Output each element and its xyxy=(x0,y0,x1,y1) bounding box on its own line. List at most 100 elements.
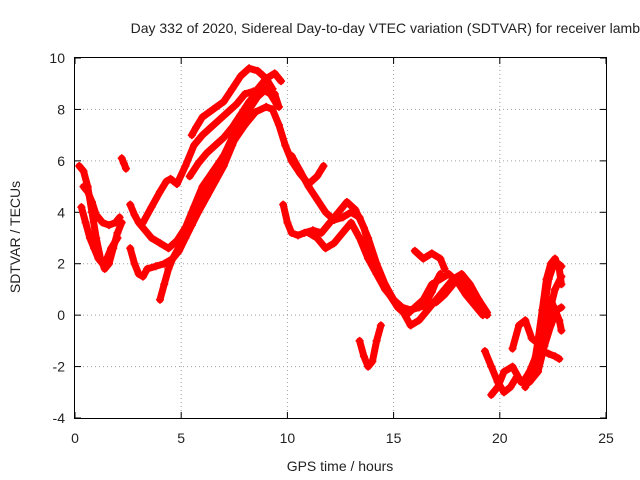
data-point-marker xyxy=(202,192,211,201)
data-point-marker xyxy=(138,218,147,227)
data-point-marker xyxy=(364,362,373,371)
data-point-marker xyxy=(130,259,139,268)
series-arc-p xyxy=(410,246,449,273)
data-point-marker xyxy=(372,270,381,278)
data-point-marker xyxy=(534,336,543,345)
series-arc-h xyxy=(155,69,286,304)
series-trace xyxy=(356,321,385,371)
data-point-marker xyxy=(211,141,220,150)
data-point-marker xyxy=(155,239,164,248)
series-arc-c xyxy=(79,182,124,230)
data-point-marker xyxy=(364,254,373,263)
data-point-marker xyxy=(202,149,211,158)
data-point-marker xyxy=(321,244,330,253)
data-point-marker xyxy=(143,264,152,273)
series-arc-r xyxy=(457,277,492,317)
x-tick-label: 10 xyxy=(280,430,296,446)
data-point-marker xyxy=(121,164,130,173)
data-point-marker xyxy=(274,120,283,129)
data-point-marker xyxy=(228,141,237,150)
data-point-marker xyxy=(141,226,150,235)
data-point-marker xyxy=(187,131,196,140)
data-point-marker xyxy=(104,221,113,230)
data-point-marker xyxy=(245,97,254,106)
data-point-marker xyxy=(262,102,271,111)
data-point-marker xyxy=(406,306,415,314)
data-point-marker xyxy=(79,182,88,191)
data-point-marker xyxy=(206,123,215,132)
data-point-marker xyxy=(236,72,245,80)
data-point-marker xyxy=(551,352,560,361)
data-point-marker xyxy=(134,270,143,278)
data-point-marker xyxy=(525,372,534,381)
data-point-marker xyxy=(83,187,92,196)
data-point-marker xyxy=(168,254,177,263)
data-point-marker xyxy=(185,172,194,181)
data-point-marker xyxy=(126,200,135,209)
data-point-marker xyxy=(175,246,184,255)
data-point-marker xyxy=(77,203,86,212)
data-point-marker xyxy=(427,249,436,258)
data-point-marker xyxy=(330,239,339,248)
data-point-marker xyxy=(281,141,290,150)
y-tick-label: 8 xyxy=(57,101,65,117)
data-point-marker xyxy=(529,362,538,371)
data-point-marker xyxy=(521,316,530,325)
series-trace xyxy=(305,219,491,329)
x-tick-label: 25 xyxy=(598,430,614,446)
data-point-marker xyxy=(107,244,116,253)
series-arc-o xyxy=(355,321,385,371)
data-point-marker xyxy=(181,234,190,242)
data-point-marker xyxy=(500,388,509,397)
data-point-marker xyxy=(555,264,564,273)
data-point-marker xyxy=(557,280,566,289)
y-tick-label: -4 xyxy=(53,410,66,426)
data-point-marker xyxy=(419,254,428,263)
data-point-marker xyxy=(181,162,190,170)
data-point-marker xyxy=(432,277,441,286)
data-point-marker xyxy=(546,259,555,268)
series-trace xyxy=(279,198,487,319)
x-tick-label: 0 xyxy=(71,430,79,446)
data-point-marker xyxy=(359,352,368,361)
series-arc-q xyxy=(423,270,445,304)
data-point-marker xyxy=(270,69,279,78)
data-point-marker xyxy=(557,303,566,312)
data-point-marker xyxy=(551,285,560,294)
data-point-marker xyxy=(457,277,466,286)
y-tick-label: 10 xyxy=(49,50,65,66)
data-point-marker xyxy=(538,306,547,314)
data-point-marker xyxy=(162,177,171,186)
data-point-marker xyxy=(347,208,356,217)
data-point-marker xyxy=(436,270,445,278)
data-point-marker xyxy=(319,162,328,170)
data-point-marker xyxy=(355,234,364,242)
plot-area xyxy=(75,64,566,399)
data-point-marker xyxy=(355,336,364,345)
data-point-marker xyxy=(219,133,228,142)
data-point-marker xyxy=(228,123,237,132)
data-point-marker xyxy=(508,344,517,353)
series-trace xyxy=(547,296,565,335)
series-arc-x xyxy=(546,295,566,335)
data-point-marker xyxy=(130,210,139,219)
data-point-marker xyxy=(432,295,441,304)
data-point-marker xyxy=(555,316,564,325)
data-point-marker xyxy=(75,162,84,170)
data-point-marker xyxy=(151,262,160,271)
data-point-marker xyxy=(461,290,470,299)
series-arc-v xyxy=(521,254,566,392)
data-point-marker xyxy=(287,151,296,160)
data-point-marker xyxy=(102,254,111,263)
series-trace xyxy=(186,85,283,180)
data-point-marker xyxy=(296,167,305,176)
data-point-marker xyxy=(474,295,483,304)
data-point-marker xyxy=(398,306,407,314)
data-point-marker xyxy=(338,213,347,222)
data-point-marker xyxy=(338,228,347,237)
data-point-marker xyxy=(372,336,381,345)
series-arc-g xyxy=(138,84,281,227)
data-point-marker xyxy=(172,180,181,188)
data-point-marker xyxy=(487,362,496,371)
series-arc-j xyxy=(185,84,283,181)
